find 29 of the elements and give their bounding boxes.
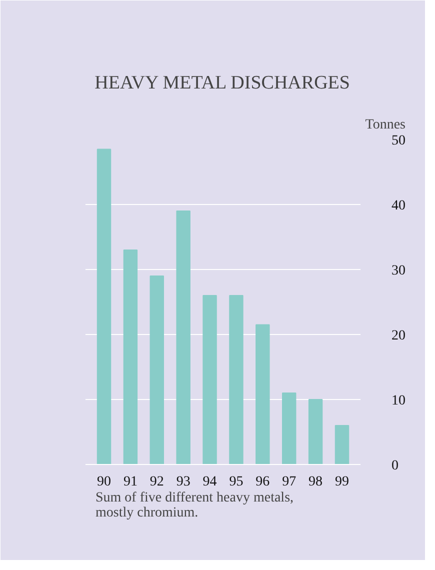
x-tick-label: 95 [229,474,244,490]
y-tick-label: 0 [392,458,398,474]
y-tick-label: 20 [392,328,406,344]
y-axis-title: Tonnes [365,118,406,132]
bar [150,276,164,464]
x-tick-label: 91 [123,474,138,490]
x-tick-label: 90 [97,474,112,490]
bar [202,295,217,464]
bar [176,210,190,464]
y-tick-label: 30 [392,264,406,278]
y-tick-label: 50 [392,134,406,148]
x-tick-label: 99 [334,474,349,490]
bar [96,148,112,464]
bar [334,425,350,464]
x-tick-label: 97 [282,474,296,490]
bar [123,250,138,464]
bar [229,295,244,464]
x-tick-label: 98 [308,474,323,490]
bar [282,392,296,464]
bar [256,324,270,464]
y-tick-label: 10 [392,394,406,408]
bar [308,399,323,464]
text: Sum of five different heavy metals, mostly chromium. [96,490,294,520]
x-tick-label: 96 [256,474,270,490]
y-tick-label: 40 [392,198,406,214]
x-tick-label: 93 [176,474,190,490]
x-tick-label: 92 [150,474,164,490]
x-tick-label: 94 [202,474,217,490]
chart-title: HEAVY METAL DISCHARGES [94,72,350,94]
